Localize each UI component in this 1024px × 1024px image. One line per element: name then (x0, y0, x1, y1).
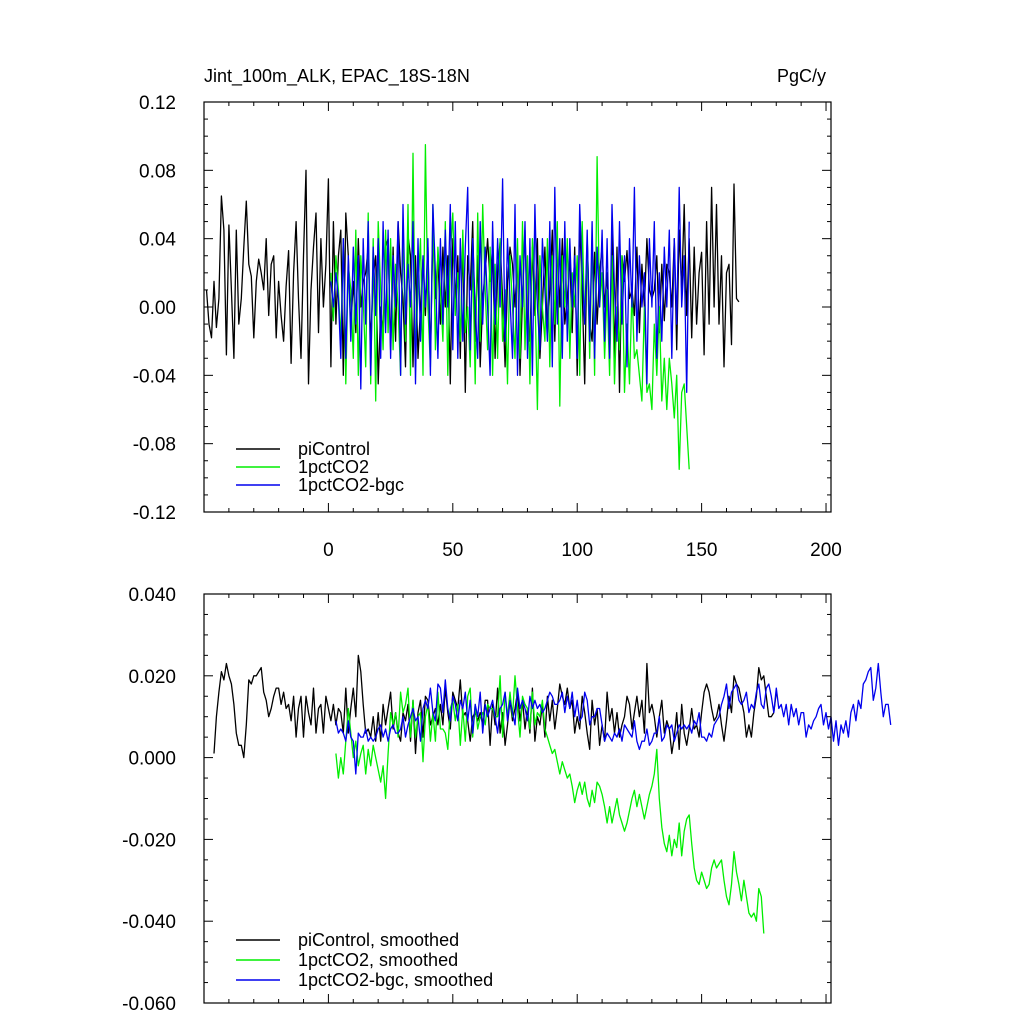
top-x-tick-label: 200 (810, 540, 842, 561)
bottom-panel-ticks: -0.060 -0.040 -0.020 0.000 0.020 0.040 (122, 585, 831, 1015)
top-series-line-1pctco2 (330, 144, 690, 470)
bottom-panel-frame (203, 593, 832, 1004)
top-legend-label: 1pctCO2 (298, 457, 369, 477)
bottom-legend-label: 1pctCO2, smoothed (298, 950, 458, 970)
bottom-legend-label: 1pctCO2-bgc, smoothed (298, 970, 493, 990)
top-panel-series-group (205, 144, 740, 470)
top-y-tick-label: -0.04 (133, 366, 177, 387)
top-legend-label: 1pctCO2-bgc (298, 475, 404, 495)
top-legend-label: piControl (298, 439, 370, 459)
bottom-y-tick-label: 0.000 (128, 749, 176, 770)
bottom-panel-series-group (213, 654, 892, 934)
top-y-tick-label: 0.04 (139, 230, 176, 251)
top-panel: Jint_100m_ALK, EPAC_18S-18N PgC/y -0.12-… (133, 66, 842, 561)
top-series-line-1pctco2-bgc (330, 178, 690, 394)
top-series-line-picontrol (205, 169, 740, 394)
top-x-tick-label: 100 (561, 540, 593, 561)
top-y-tick-label: 0.08 (139, 161, 176, 182)
top-x-tick-label: 150 (686, 540, 718, 561)
bottom-y-tick-label: -0.060 (122, 994, 176, 1015)
top-panel-units: PgC/y (777, 66, 826, 86)
top-y-tick-label: 0.12 (139, 93, 176, 114)
top-panel-frame (203, 101, 832, 513)
bottom-series-line-picontrol-smoothed (213, 654, 777, 759)
bottom-y-tick-label: -0.020 (122, 830, 176, 851)
top-x-tick-label: 50 (442, 540, 463, 561)
bottom-y-tick-label: 0.020 (128, 667, 176, 688)
bottom-legend-label: piControl, smoothed (298, 930, 459, 950)
bottom-y-tick-label: 0.040 (128, 585, 176, 606)
top-panel-ticks: -0.12 -0.08 -0.04 0.00 0.04 0.08 0.12 0 50 100 150… (133, 93, 842, 561)
top-y-tick-label: -0.12 (133, 503, 176, 524)
top-panel-title: Jint_100m_ALK, EPAC_18S-18N (204, 66, 470, 87)
bottom-series-line-1pctco2-smoothed (335, 675, 765, 934)
top-y-tick-label: -0.08 (133, 435, 176, 456)
top-x-tick-label: 0 (323, 540, 334, 561)
top-y-tick-label: 0.00 (139, 298, 176, 319)
bottom-panel: -0.060 -0.040 -0.020 0.000 0.020 0.040 piCont… (122, 585, 892, 1015)
bottom-series-line-1pctco2-bgc-smoothed (335, 662, 892, 775)
bottom-y-tick-label: -0.040 (122, 912, 176, 933)
